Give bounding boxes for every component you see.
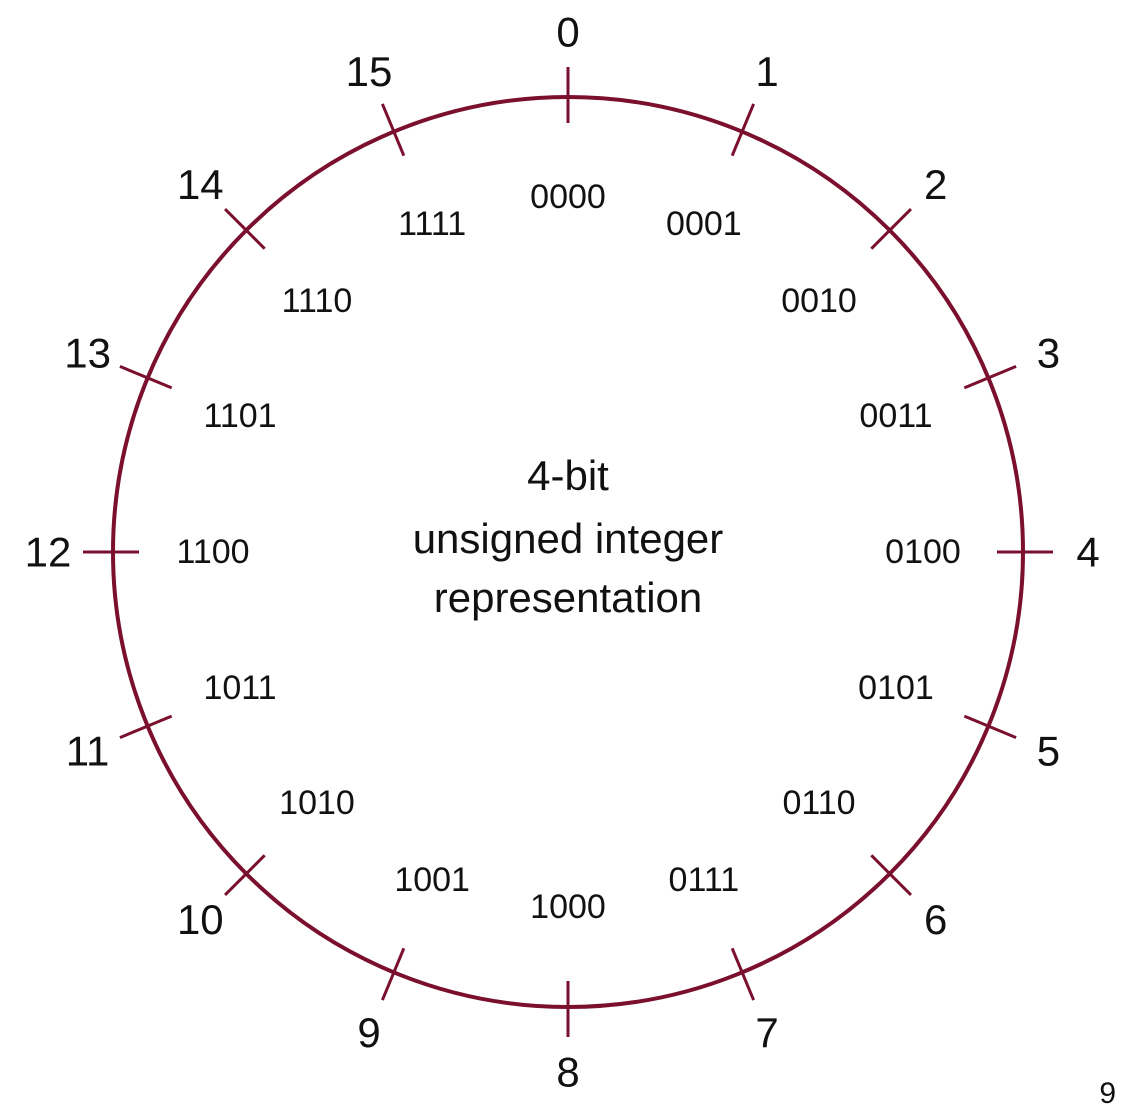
decimal-label-14: 14 (177, 161, 224, 208)
binary-label-0011: 0011 (859, 397, 932, 435)
decimal-label-3: 3 (1037, 330, 1060, 377)
tick-14 (223, 207, 266, 250)
tick-9 (381, 947, 406, 1001)
binary-label-0110: 0110 (782, 784, 855, 822)
binary-label-0100: 0100 (885, 533, 961, 571)
tick-3 (963, 365, 1017, 390)
binary-label-1010: 1010 (279, 784, 355, 822)
tick-13 (119, 365, 173, 390)
page-number: 9 (1099, 1077, 1116, 1110)
tick-2 (870, 207, 913, 250)
center-caption-line-2: unsigned integer (413, 515, 724, 562)
decimal-label-15: 15 (346, 48, 393, 95)
binary-label-0010: 0010 (781, 282, 857, 320)
binary-label-1011: 1011 (203, 669, 276, 707)
binary-label-1111: 1111 (398, 205, 466, 243)
decimal-label-6: 6 (924, 896, 947, 943)
decimal-label-7: 7 (755, 1009, 778, 1056)
binary-label-1110: 1110 (282, 282, 353, 320)
tick-marks (83, 67, 1053, 1037)
decimal-label-5: 5 (1037, 727, 1060, 774)
binary-label-1001: 1001 (394, 861, 470, 899)
decimal-label-2: 2 (924, 161, 947, 208)
decimal-label-13: 13 (64, 330, 111, 377)
decimal-label-4: 4 (1076, 529, 1099, 576)
decimal-label-0: 0 (556, 9, 579, 56)
tick-11 (119, 714, 173, 739)
binary-labels: 0000 0001 0010 0011 0100 0101 0110 0111 1000 1001… (176, 178, 960, 926)
tick-5 (963, 714, 1017, 739)
tick-15 (381, 103, 406, 157)
center-caption-line-3: representation (434, 574, 703, 621)
binary-label-1101: 1101 (203, 397, 276, 435)
tick-10 (223, 854, 266, 897)
decimal-label-8: 8 (556, 1049, 579, 1096)
binary-label-0111: 0111 (669, 861, 740, 899)
decimal-label-11: 11 (66, 727, 110, 774)
center-caption: 4-bit unsigned integer representation (413, 452, 724, 621)
decimal-label-9: 9 (357, 1009, 380, 1056)
decimal-label-12: 12 (25, 529, 72, 576)
tick-6 (870, 854, 913, 897)
binary-label-0001: 0001 (666, 205, 742, 243)
tick-1 (730, 103, 755, 157)
decimal-label-10: 10 (177, 896, 224, 943)
center-caption-line-1: 4-bit (527, 452, 609, 499)
binary-label-0000: 0000 (530, 178, 606, 216)
tick-7 (730, 947, 755, 1001)
binary-label-1100: 1100 (176, 533, 249, 571)
binary-label-1000: 1000 (530, 888, 606, 926)
binary-label-0101: 0101 (858, 669, 934, 707)
decimal-label-1: 1 (755, 48, 778, 95)
